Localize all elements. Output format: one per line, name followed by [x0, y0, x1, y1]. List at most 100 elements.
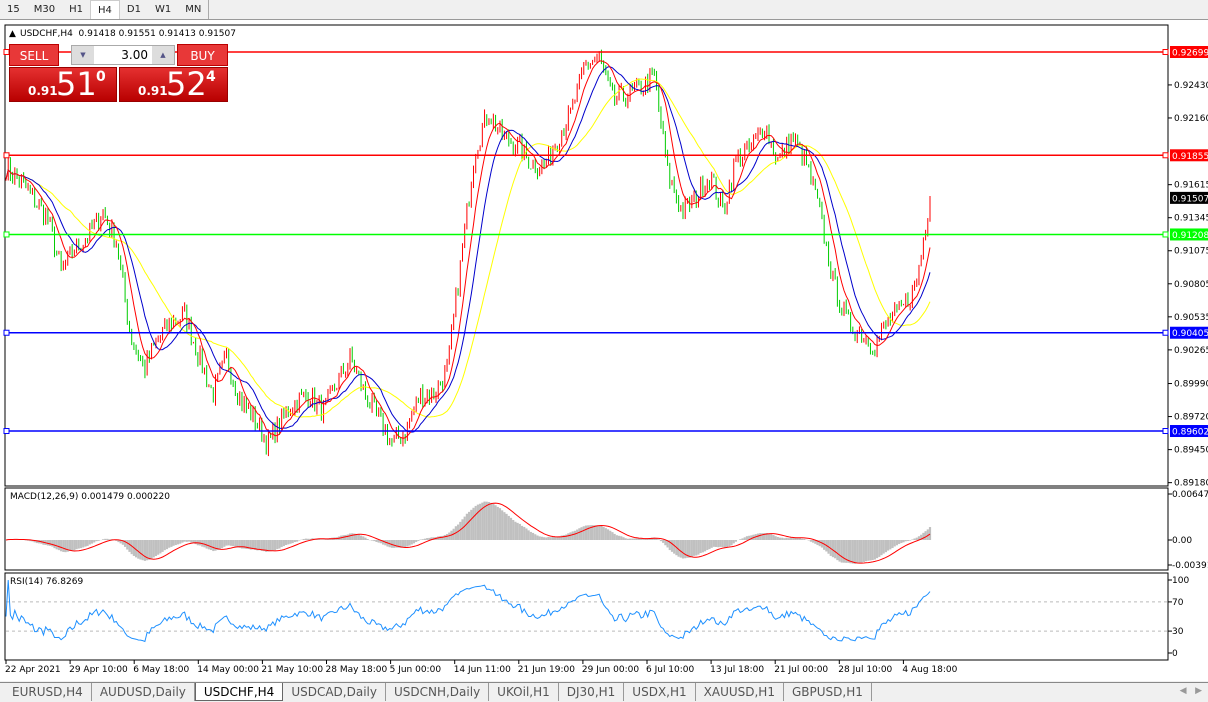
macd-pane-frame [4, 487, 1169, 571]
tab-xauusd[interactable]: XAUUSD,H1 [696, 683, 784, 701]
decrease-lot-icon[interactable]: ▼ [72, 46, 94, 64]
time-tick-label: 29 Apr 10:00 [69, 665, 128, 675]
collapse-arrow-icon[interactable]: ▲ [9, 29, 16, 39]
level-handle [1162, 231, 1169, 238]
timeframe-h1[interactable]: H1 [69, 4, 83, 15]
time-tick-label: 13 Jul 18:00 [710, 665, 764, 675]
price-tick-label: 0.90805 [1174, 280, 1208, 290]
level-handle [1162, 152, 1169, 159]
tab-usdcnh[interactable]: USDCNH,Daily [386, 683, 490, 701]
sell-button[interactable]: SELL [9, 44, 59, 66]
chart-window[interactable]: 0.92699 0.91855 0.91208 0.90405 0.89602 0.915… [0, 19, 1208, 681]
buy-price-prefix: 0.91 [138, 84, 168, 98]
macd-signal-line [5, 502, 931, 564]
level-handle [1162, 428, 1169, 435]
tab-dj30[interactable]: DJ30,H1 [559, 683, 625, 701]
level-price-badge [1170, 425, 1208, 438]
ma-slow-line [5, 78, 931, 418]
main-pane-frame [4, 24, 1169, 487]
tab-scroll-arrows-icon[interactable]: ◀ ▶ [1179, 686, 1202, 696]
rsi-tick-label: 30 [1172, 627, 1184, 637]
buy-button[interactable]: BUY [177, 44, 228, 66]
time-tick-label: 5 Jun 00:00 [390, 665, 442, 675]
tab-eurusd[interactable]: EURUSD,H4 [4, 683, 92, 701]
time-tick-label: 21 Jun 19:00 [518, 665, 575, 675]
tab-ukoil[interactable]: UKOil,H1 [489, 683, 559, 701]
tab-usdchf[interactable]: USDCHF,H4 [194, 683, 284, 701]
level-handle [3, 329, 10, 336]
level-handle [1162, 329, 1169, 336]
time-tick-label: 6 May 18:00 [133, 665, 189, 675]
level-price-label: 0.92699 [1172, 49, 1208, 59]
time-tick-label: 14 May 00:00 [197, 665, 259, 675]
macd-tick-label: 0.00647 [1172, 490, 1208, 500]
sell-price-big: 51 [56, 65, 97, 103]
level-price-badge [1170, 46, 1208, 58]
rsi-pane [5, 579, 1167, 643]
rsi-pane-frame [4, 572, 1169, 661]
timeframe-toolbar: 15 M30 H1 H4 D1 W1 MN [0, 0, 1208, 19]
tab-audusd[interactable]: AUDUSD,Daily [92, 683, 195, 701]
lot-size-stepper[interactable]: ▼ 3.00 ▲ [71, 45, 175, 65]
one-click-trading-panel: SELL ▼ 3.00 ▲ BUY 0.91 51 0 0.91 52 4 [9, 44, 228, 103]
price-tick-label: 0.90535 [1174, 313, 1208, 323]
time-tick-label: 6 Jul 10:00 [646, 665, 695, 675]
time-tick-label: 28 May 18:00 [326, 665, 388, 675]
price-tick-label: 0.91075 [1174, 247, 1208, 257]
price-tick-label: 0.89720 [1174, 413, 1208, 423]
increase-lot-icon[interactable]: ▲ [152, 46, 174, 64]
time-tick-label: 21 Jul 00:00 [774, 665, 828, 675]
timeframe-w1[interactable]: W1 [154, 4, 172, 15]
rsi-label: RSI(14) 76.8269 [10, 577, 83, 587]
level-handle [1162, 49, 1169, 55]
rsi-tick-label: 100 [1172, 576, 1189, 586]
level-price-label: 0.91855 [1172, 152, 1208, 162]
sell-price-sup: 0 [96, 69, 106, 85]
level-handle [3, 152, 10, 159]
current-price-badge [1170, 191, 1208, 204]
rsi-tick-label: 0 [1172, 649, 1178, 659]
toolbar-divider [208, 0, 210, 19]
price-tick-label: 0.92160 [1174, 114, 1208, 124]
lot-size-input[interactable]: 3.00 [121, 48, 148, 62]
rsi-tick-label: 70 [1172, 598, 1184, 608]
chart-tabs: EURUSD,H4 AUDUSD,Daily USDCHF,H4 USDCAD,… [0, 682, 1208, 702]
level-price-label: 0.89602 [1172, 428, 1208, 438]
sell-price[interactable]: 0.91 51 0 [9, 65, 117, 103]
price-tick-label: 0.91345 [1174, 214, 1208, 224]
price-tick-label: 0.89990 [1174, 380, 1208, 390]
macd-tick-label: 0.00 [1172, 536, 1192, 546]
time-tick-label: 21 May 10:00 [261, 665, 323, 675]
level-handle [3, 231, 10, 238]
price-tick-label: 0.90265 [1174, 346, 1208, 356]
timeframe-d1[interactable]: D1 [126, 4, 141, 15]
ma-fast-line [5, 60, 931, 439]
chart-canvas[interactable]: 0.926990.918550.912080.904050.896020.915… [0, 20, 1208, 682]
price-tick-label: 0.92430 [1174, 81, 1208, 91]
timeframe-h4[interactable]: H4 [89, 0, 120, 19]
rsi-line [5, 579, 931, 643]
timeframe-m15[interactable]: 15 [7, 4, 20, 15]
buy-price-sup: 4 [206, 69, 216, 85]
macd-pane [5, 501, 932, 564]
buy-price[interactable]: 0.91 52 4 [119, 65, 228, 103]
buy-price-big: 52 [166, 65, 207, 103]
time-tick-label: 28 Jul 10:00 [838, 665, 892, 675]
time-tick-label: 14 Jun 11:00 [454, 665, 511, 675]
tab-gbpusd[interactable]: GBPUSD,H1 [784, 683, 872, 701]
time-tick-label: 4 Aug 18:00 [902, 665, 957, 675]
level-handle [3, 428, 10, 435]
price-tick-label: 0.91615 [1174, 181, 1208, 191]
tab-usdx[interactable]: USDX,H1 [624, 683, 696, 701]
horizontal-levels: 0.926990.918550.912080.904050.896020.915… [3, 46, 1208, 438]
level-price-label: 0.90405 [1172, 329, 1208, 339]
level-price-badge [1170, 228, 1208, 241]
price-tick-label: 0.89180 [1174, 479, 1208, 489]
timeframe-m30[interactable]: M30 [33, 4, 56, 15]
sell-price-prefix: 0.91 [28, 84, 58, 98]
time-tick-label: 22 Apr 2021 [5, 665, 61, 675]
tab-usdcad[interactable]: USDCAD,Daily [283, 683, 386, 701]
level-price-label: 0.91208 [1172, 231, 1208, 241]
timeframe-mn[interactable]: MN [185, 4, 202, 15]
